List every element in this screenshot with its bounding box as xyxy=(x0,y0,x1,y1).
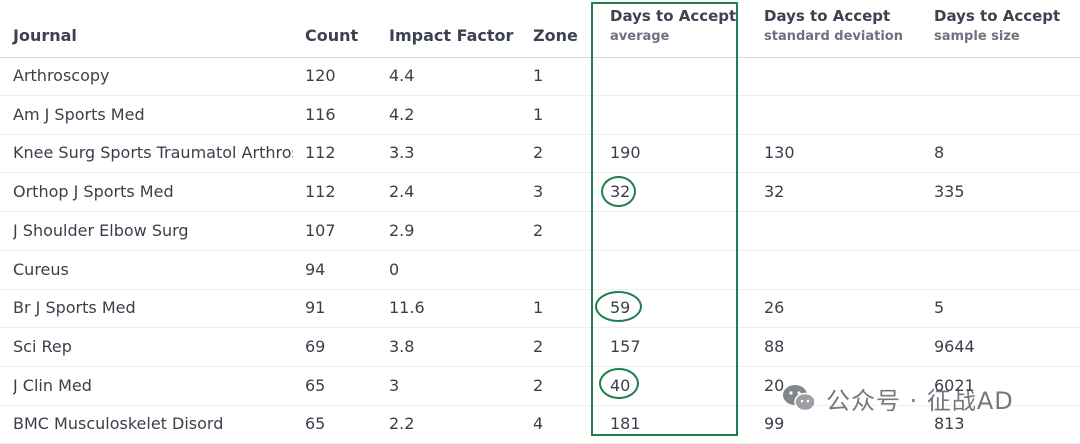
cell-impact-factor: 11.6 xyxy=(389,298,425,318)
cell-journal: Am J Sports Med xyxy=(13,104,145,124)
cell-count: 107 xyxy=(305,220,336,240)
cell-ss: 9644 xyxy=(934,336,975,356)
watermark-text: 公众号 · 征战AD xyxy=(826,386,1014,415)
table-row: Am J Sports Med 116 4.2 1 xyxy=(0,96,1080,135)
watermark: 公众号 · 征战AD xyxy=(782,378,1014,418)
cell-sd: 26 xyxy=(764,298,785,318)
cell-count: 65 xyxy=(305,375,326,395)
table-header: Journal Count Impact Factor Zone Days to… xyxy=(0,0,1080,58)
cell-count: 91 xyxy=(305,298,326,318)
header-days-sd-line2: standard deviation xyxy=(764,29,903,44)
header-count[interactable]: Count xyxy=(305,26,359,45)
cell-count: 112 xyxy=(305,182,336,202)
table-row: J Shoulder Elbow Surg 107 2.9 2 xyxy=(0,212,1080,251)
cell-impact-factor: 3.3 xyxy=(389,143,415,163)
cell-journal: Sci Rep xyxy=(13,336,72,356)
cell-ss: 8 xyxy=(934,143,945,163)
circle-annotation-br-j xyxy=(595,291,642,322)
cell-sd: 130 xyxy=(764,143,795,163)
header-days-ss-line1: Days to Accept xyxy=(934,7,1061,25)
table-row: Knee Surg Sports Traumatol Arthrosc 112 3.… xyxy=(0,134,1080,174)
average-column-highlight xyxy=(591,2,738,436)
cell-sd: 32 xyxy=(764,182,785,202)
cell-impact-factor: 2.9 xyxy=(389,220,415,240)
cell-impact-factor: 4.4 xyxy=(389,66,415,85)
cell-zone: 2 xyxy=(533,143,544,163)
circle-annotation-j-clin xyxy=(599,368,639,399)
cell-journal: Arthroscopy xyxy=(13,66,110,85)
cell-zone: 2 xyxy=(533,336,544,356)
cell-sd: 20 xyxy=(764,375,785,395)
header-impact-factor[interactable]: Impact Factor xyxy=(389,26,514,45)
cell-count: 65 xyxy=(305,414,326,434)
header-days-ss-line2: sample size xyxy=(934,29,1020,44)
cell-avg: 157 xyxy=(610,336,641,356)
table-row: Cureus 94 0 xyxy=(0,251,1080,290)
cell-journal: BMC Musculoskelet Disord xyxy=(13,414,224,434)
cell-zone: 2 xyxy=(533,375,544,395)
header-days-ss[interactable]: Days to Accept sample size xyxy=(934,7,1060,45)
cell-journal: J Shoulder Elbow Surg xyxy=(13,220,189,240)
cell-impact-factor: 0 xyxy=(389,259,400,279)
table-row: Orthop J Sports Med 112 2.4 3 32 32 335 xyxy=(0,173,1080,213)
cell-journal: Knee Surg Sports Traumatol Arthrosc xyxy=(13,143,293,163)
cell-journal: Orthop J Sports Med xyxy=(13,182,174,202)
cell-zone: 1 xyxy=(533,298,544,318)
cell-zone: 4 xyxy=(533,414,544,434)
cell-zone: 1 xyxy=(533,66,544,85)
wechat-icon xyxy=(783,385,816,412)
cell-impact-factor: 4.2 xyxy=(389,104,415,124)
cell-zone: 2 xyxy=(533,220,544,240)
cell-sd: 88 xyxy=(764,336,785,356)
cell-avg: 190 xyxy=(610,143,641,163)
header-days-avg[interactable]: Days to Accept average xyxy=(610,7,736,45)
cell-impact-factor: 3.8 xyxy=(389,336,415,356)
cell-sd: 99 xyxy=(764,414,785,434)
cell-ss: 5 xyxy=(934,298,945,318)
header-days-sd-line1: Days to Accept xyxy=(764,7,891,25)
cell-count: 69 xyxy=(305,336,326,356)
cell-ss: 813 xyxy=(934,414,965,434)
cell-journal: J Clin Med xyxy=(13,375,92,395)
cell-avg: 181 xyxy=(610,414,641,434)
header-days-sd[interactable]: Days to Accept standard deviation xyxy=(764,7,903,45)
cell-impact-factor: 3 xyxy=(389,375,400,395)
header-days-avg-line1: Days to Accept xyxy=(610,7,737,25)
cell-impact-factor: 2.4 xyxy=(389,182,415,202)
table-row: Sci Rep 69 3.8 2 157 88 9644 xyxy=(0,328,1080,367)
cell-count: 120 xyxy=(305,66,336,85)
cell-ss: 335 xyxy=(934,182,965,202)
header-zone[interactable]: Zone xyxy=(533,26,578,45)
cell-impact-factor: 2.2 xyxy=(389,414,415,434)
cell-ss: 6021 xyxy=(934,375,975,395)
cell-journal: Br J Sports Med xyxy=(13,298,136,318)
cell-zone: 1 xyxy=(533,104,544,124)
table-row: Arthroscopy 120 4.4 1 xyxy=(0,57,1080,96)
header-journal[interactable]: Journal xyxy=(13,26,77,45)
circle-annotation-orthop xyxy=(601,176,636,207)
cell-zone: 3 xyxy=(533,182,544,202)
table-row: Br J Sports Med 91 11.6 1 59 26 5 xyxy=(0,289,1080,329)
cell-journal: Cureus xyxy=(13,259,69,279)
cell-count: 116 xyxy=(305,104,336,124)
header-days-avg-line2: average xyxy=(610,29,670,44)
cell-count: 112 xyxy=(305,143,336,163)
cell-count: 94 xyxy=(305,259,326,279)
